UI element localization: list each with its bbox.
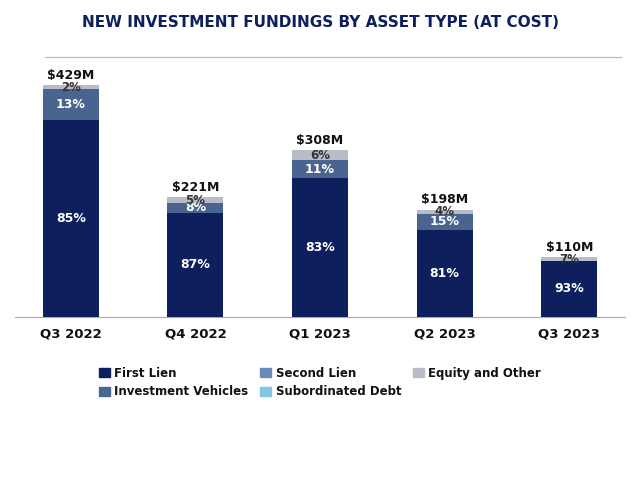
Text: 7%: 7% [559,253,579,266]
Text: $110M: $110M [545,241,593,254]
Text: 8%: 8% [185,202,206,215]
Text: 13%: 13% [56,98,86,111]
Text: 4%: 4% [435,205,454,218]
Bar [167,213,223,316]
Text: 83%: 83% [305,241,335,254]
Bar [292,160,348,179]
Text: 6%: 6% [310,149,330,162]
Bar [43,85,99,89]
Bar [541,261,597,316]
Text: 87%: 87% [180,258,211,271]
Text: 93%: 93% [554,282,584,295]
Text: 15%: 15% [429,216,460,229]
Bar [167,197,223,203]
Bar [167,203,223,213]
Bar [417,214,473,230]
Text: $221M: $221M [172,181,219,194]
Bar [292,179,348,316]
Bar [43,120,99,316]
Text: $308M: $308M [296,134,344,147]
Text: 81%: 81% [429,267,460,280]
Text: 85%: 85% [56,212,86,225]
Bar [292,150,348,160]
Title: NEW INVESTMENT FUNDINGS BY ASSET TYPE (AT COST): NEW INVESTMENT FUNDINGS BY ASSET TYPE (A… [81,15,559,30]
Text: 5%: 5% [186,194,205,207]
Legend: First Lien, Investment Vehicles, Second Lien, Subordinated Debt, Equity and Othe: First Lien, Investment Vehicles, Second … [95,363,545,402]
Text: 11%: 11% [305,163,335,176]
Bar [541,257,597,261]
Bar [417,230,473,316]
Text: $429M: $429M [47,68,94,81]
Bar [417,210,473,214]
Bar [43,89,99,120]
Text: $198M: $198M [421,194,468,207]
Text: 2%: 2% [61,81,81,94]
